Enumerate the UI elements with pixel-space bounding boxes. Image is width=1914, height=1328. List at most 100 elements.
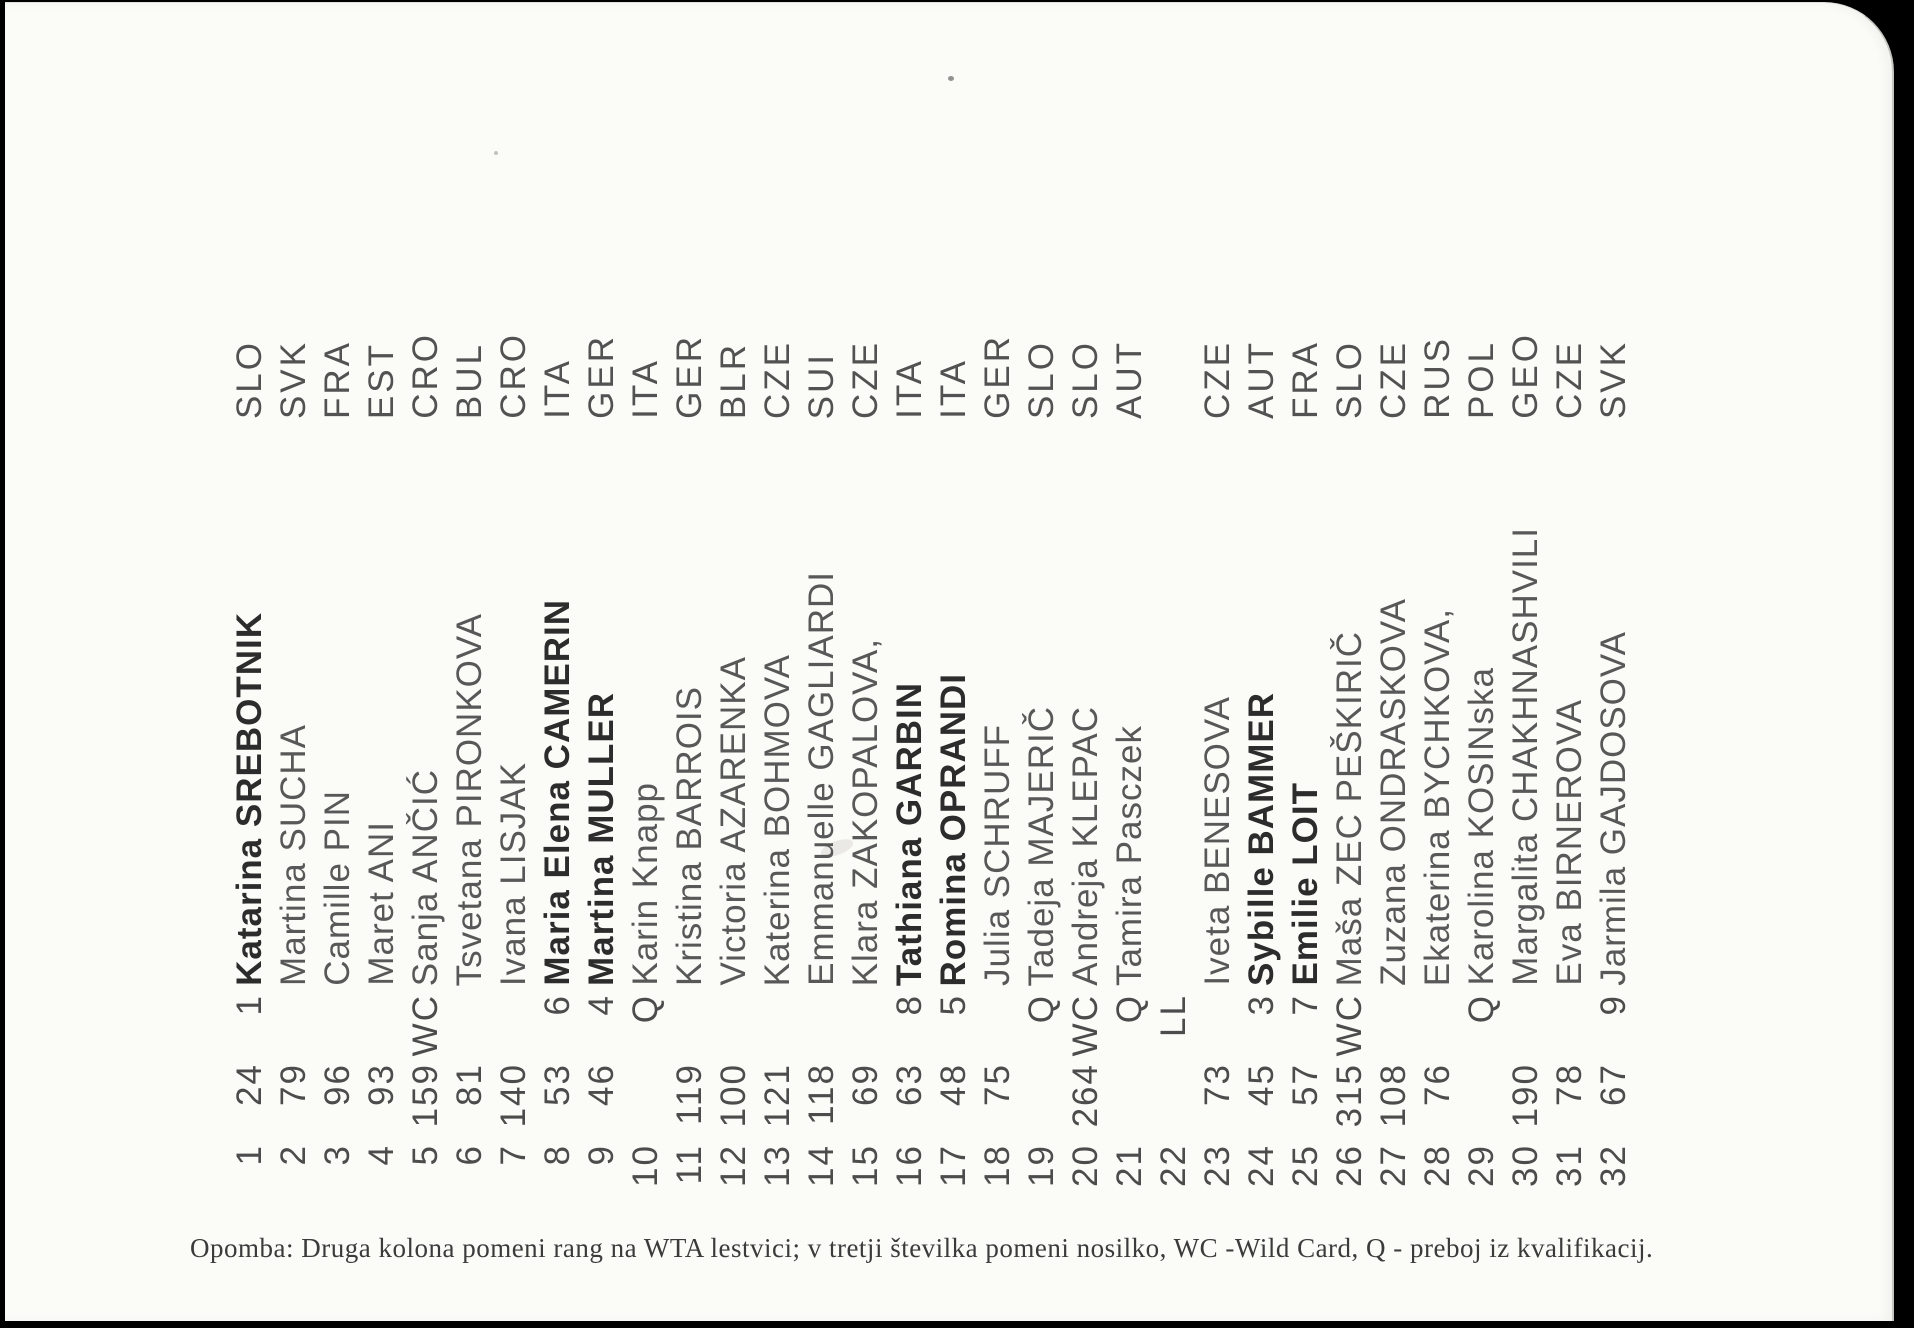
entry-player-name: Tadeja MAJERIČ bbox=[1022, 705, 1061, 986]
entry-row-number: 7 bbox=[494, 1144, 533, 1166]
entry-country: SVK bbox=[1594, 339, 1633, 419]
entry-player-name: Camille PIN bbox=[318, 790, 357, 986]
entry-country: ITA bbox=[538, 358, 577, 419]
entry-wta-rank: 67 bbox=[1594, 1063, 1633, 1106]
entry-wta-rank: 78 bbox=[1550, 1063, 1589, 1106]
entry-country: CZE bbox=[846, 340, 885, 419]
entry-country: FRA bbox=[1286, 340, 1325, 419]
entry-player-name: Tamira Pasczek bbox=[1110, 724, 1149, 986]
entry-row-number: 32 bbox=[1594, 1144, 1633, 1187]
entry-player-name: Ekaterina BYCHKOVA, bbox=[1418, 607, 1457, 986]
entry-wta-rank: 118 bbox=[802, 1063, 841, 1125]
entry-player-name: Maša ZEC PEŠKIRIČ bbox=[1330, 630, 1369, 986]
entry-country: AUT bbox=[1110, 340, 1149, 419]
entry-row-number: 30 bbox=[1506, 1144, 1545, 1187]
entry-row-number: 8 bbox=[538, 1144, 577, 1166]
entry-row-number: 23 bbox=[1198, 1144, 1237, 1187]
entry-country: GEO bbox=[1506, 332, 1545, 419]
entry-country: POL bbox=[1462, 339, 1501, 419]
entry-country: EST bbox=[362, 341, 401, 419]
entry-row-number: 22 bbox=[1154, 1144, 1193, 1187]
entry-country: BUL bbox=[450, 341, 489, 419]
entry-player-name: Katerina BOHMOVA bbox=[758, 653, 797, 986]
entry-country: SLO bbox=[1330, 339, 1369, 419]
entry-seed-marker: WC bbox=[1330, 994, 1369, 1057]
entry-country: GER bbox=[582, 334, 621, 419]
entry-row-number: 15 bbox=[846, 1144, 885, 1187]
entry-country: SVK bbox=[274, 339, 313, 419]
entry-country: GER bbox=[978, 334, 1017, 419]
entry-row-number: 19 bbox=[1022, 1144, 1061, 1187]
entry-wta-rank: 315 bbox=[1330, 1063, 1369, 1128]
entry-wta-rank: 24 bbox=[230, 1063, 269, 1106]
entry-country: CRO bbox=[494, 332, 533, 419]
entry-country: RUS bbox=[1418, 336, 1457, 419]
entry-player-name: Maret ANI bbox=[362, 821, 401, 986]
entry-row-number: 10 bbox=[626, 1144, 665, 1187]
entry-row-number: 4 bbox=[362, 1144, 401, 1166]
entry-row-number: 1 bbox=[230, 1144, 269, 1166]
entry-row-number: 29 bbox=[1462, 1144, 1501, 1187]
entry-seed-marker: 6 bbox=[538, 994, 577, 1016]
entry-player-name: Katarina SREBOTNIK bbox=[230, 612, 269, 986]
entry-country: SLO bbox=[230, 339, 269, 419]
entry-player-name: Martina MULLER bbox=[582, 692, 621, 986]
entry-wta-rank: 57 bbox=[1286, 1063, 1325, 1106]
entry-row-number: 2 bbox=[274, 1144, 313, 1166]
entry-row-number: 21 bbox=[1110, 1144, 1149, 1187]
entry-player-name: Kristina BARROIS bbox=[670, 686, 709, 986]
entry-wta-rank: 108 bbox=[1374, 1063, 1413, 1128]
entry-seed-marker: 4 bbox=[582, 994, 621, 1016]
entry-row-number: 26 bbox=[1330, 1144, 1369, 1187]
entry-seed-marker: Q bbox=[1110, 994, 1149, 1024]
entry-wta-rank: 63 bbox=[890, 1063, 929, 1106]
entry-wta-rank: 48 bbox=[934, 1063, 973, 1106]
entry-row-number: 24 bbox=[1242, 1144, 1281, 1187]
entry-row-number: 12 bbox=[714, 1144, 753, 1187]
entry-row-number: 5 bbox=[406, 1144, 445, 1166]
entry-seed-marker: Q bbox=[626, 994, 665, 1024]
entry-player-name: Karin Knapp bbox=[626, 782, 665, 986]
entry-seed-marker: 8 bbox=[890, 994, 929, 1016]
entry-seed-marker: 3 bbox=[1242, 994, 1281, 1016]
entry-row-number: 25 bbox=[1286, 1144, 1325, 1187]
entry-player-name: Margalita CHAKHNASHVILI bbox=[1506, 527, 1545, 986]
entry-player-name: Maria Elena CAMERIN bbox=[538, 599, 577, 986]
entry-row-number: 6 bbox=[450, 1144, 489, 1166]
entry-wta-rank: 121 bbox=[758, 1063, 797, 1128]
scan-speck bbox=[948, 76, 954, 81]
entry-player-name: Klara ZAKOPALOVA, bbox=[846, 637, 885, 986]
entry-player-name: Sybille BAMMER bbox=[1242, 691, 1281, 986]
entry-player-name: Ivana LISJAK bbox=[494, 761, 533, 986]
entry-country: CZE bbox=[1374, 340, 1413, 419]
entry-seed-marker: 7 bbox=[1286, 994, 1325, 1016]
scan-speck bbox=[494, 151, 498, 155]
entry-wta-rank: 119 bbox=[670, 1063, 709, 1125]
entry-seed-marker: WC bbox=[406, 994, 445, 1057]
entry-player-name: Tsvetana PIRONKOVA bbox=[450, 612, 489, 986]
entry-player-name: Andreja KLEPAC bbox=[1066, 706, 1105, 986]
entry-wta-rank: 81 bbox=[450, 1063, 489, 1106]
entry-seed-marker: 5 bbox=[934, 994, 973, 1016]
entry-country: CZE bbox=[1198, 340, 1237, 419]
entry-wta-rank: 45 bbox=[1242, 1063, 1281, 1106]
entry-seed-marker: LL bbox=[1154, 994, 1193, 1037]
entry-player-name: Jarmila GAJDOSOVA bbox=[1594, 631, 1633, 986]
entry-country: ITA bbox=[626, 358, 665, 419]
entry-country: CZE bbox=[1550, 340, 1589, 419]
entry-player-name: Emmanuelle GAGLIARDI bbox=[802, 571, 841, 986]
entry-player-name: Karolina KOSINska bbox=[1462, 667, 1501, 986]
entry-wta-rank: 190 bbox=[1506, 1063, 1545, 1128]
entry-seed-marker: 1 bbox=[230, 994, 269, 1016]
entry-row-number: 9 bbox=[582, 1144, 621, 1166]
entry-country: BLR bbox=[714, 341, 753, 419]
entry-country: SLO bbox=[1066, 339, 1105, 419]
entry-player-name: Julia SCHRUFF bbox=[978, 724, 1017, 986]
entry-wta-rank: 159 bbox=[406, 1063, 445, 1128]
entry-player-name: Zuzana ONDRASKOVA bbox=[1374, 598, 1413, 986]
entry-player-name: Eva BIRNEROVA bbox=[1550, 699, 1589, 986]
entry-wta-rank: 46 bbox=[582, 1063, 621, 1106]
entry-row-number: 3 bbox=[318, 1144, 357, 1166]
entry-country: FRA bbox=[318, 340, 357, 419]
entry-row-number: 27 bbox=[1374, 1144, 1413, 1187]
